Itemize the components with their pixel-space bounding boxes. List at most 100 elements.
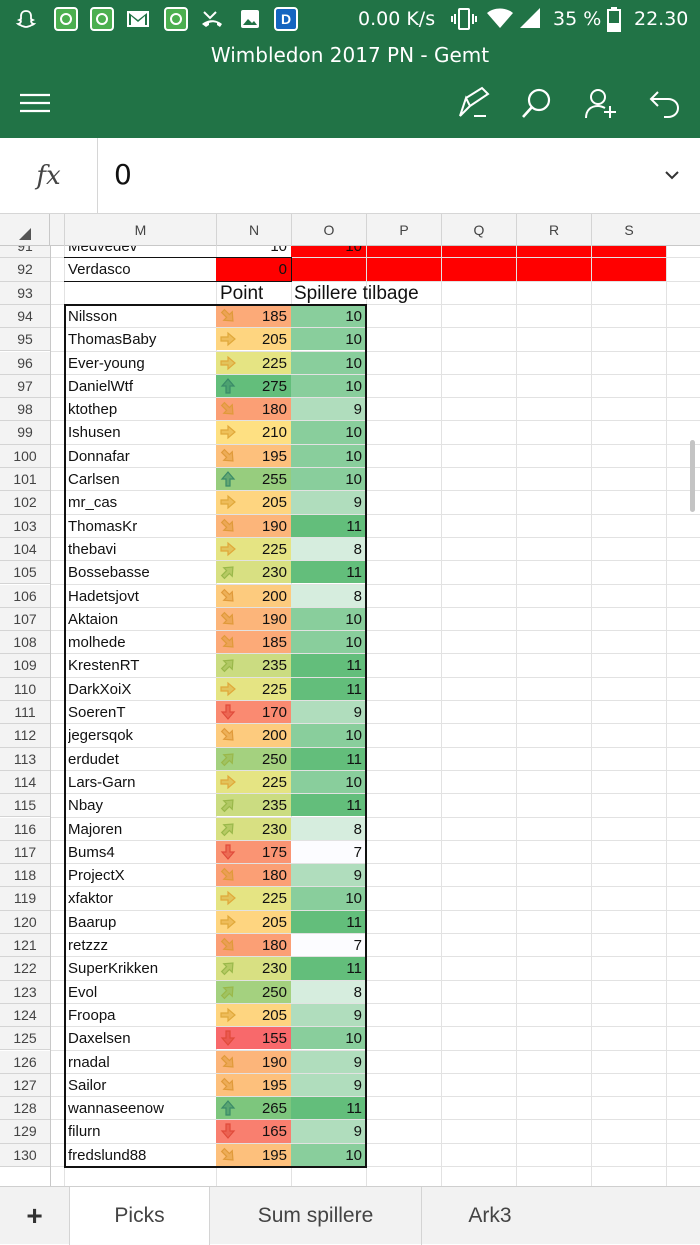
formula-input[interactable]: 0 <box>114 158 132 191</box>
vertical-scrollbar[interactable] <box>690 440 695 512</box>
players-cell[interactable]: 10 <box>345 424 362 442</box>
name-cell[interactable]: KrestenRT <box>68 657 140 675</box>
players-cell[interactable]: 10 <box>345 471 362 488</box>
players-cell[interactable]: 10 <box>345 354 362 372</box>
row-header[interactable]: 100 <box>0 444 50 468</box>
point-cell[interactable]: 205 <box>261 1006 287 1024</box>
point-cell[interactable]: 230 <box>261 820 287 838</box>
name-cell[interactable]: DarkXoiX <box>68 680 132 698</box>
point-cell[interactable]: 235 <box>261 797 287 815</box>
name-cell[interactable]: ktothep <box>68 401 118 419</box>
players-cell[interactable]: 10 <box>345 447 362 465</box>
point-cell[interactable]: 225 <box>261 540 287 558</box>
players-cell[interactable]: 11 <box>346 750 362 768</box>
players-cell[interactable]: 10 <box>345 610 362 628</box>
name-cell[interactable]: Bossebasse <box>68 564 150 582</box>
red-fill-cell[interactable] <box>291 246 666 258</box>
name-cell[interactable]: filurn <box>68 1123 101 1141</box>
players-cell[interactable]: 9 <box>353 401 362 419</box>
name-cell[interactable]: Evol <box>68 983 98 1001</box>
players-cell[interactable]: 7 <box>353 843 362 861</box>
name-cell[interactable]: Verdasco <box>68 261 131 279</box>
point-cell[interactable]: 195 <box>261 1076 287 1094</box>
select-all-corner[interactable] <box>0 214 50 246</box>
name-cell[interactable]: Baarup <box>68 913 117 931</box>
row-header[interactable]: 117 <box>0 840 50 865</box>
players-cell[interactable]: 9 <box>353 1006 362 1024</box>
point-cell[interactable]: 210 <box>261 424 287 442</box>
name-cell[interactable]: Aktaion <box>68 610 119 628</box>
name-cell[interactable]: retzzz <box>68 937 109 954</box>
players-cell[interactable]: 11 <box>346 657 362 675</box>
column-header-s[interactable]: S <box>591 214 666 246</box>
column-header-q[interactable]: Q <box>441 214 516 246</box>
players-cell[interactable]: 8 <box>353 983 362 1001</box>
row-header[interactable]: 120 <box>0 910 50 934</box>
players-cell[interactable]: 11 <box>346 1100 362 1118</box>
row-header[interactable]: 93 <box>0 281 50 305</box>
point-cell[interactable]: 195 <box>261 1146 287 1164</box>
name-cell[interactable]: xfaktor <box>68 890 114 908</box>
name-cell[interactable]: Majoren <box>68 820 123 838</box>
menu-icon[interactable] <box>18 86 52 120</box>
name-cell[interactable]: mr_cas <box>68 494 118 512</box>
row-header[interactable]: 119 <box>0 887 50 911</box>
point-cell[interactable]: 200 <box>261 727 287 745</box>
name-cell[interactable]: Ishusen <box>68 424 121 442</box>
point-cell[interactable]: 170 <box>261 704 287 721</box>
players-cell[interactable]: 10 <box>345 890 362 908</box>
point-cell[interactable]: 10 <box>270 246 287 255</box>
row-header[interactable]: 116 <box>0 817 50 841</box>
name-cell[interactable]: Carlsen <box>68 471 120 488</box>
row-header[interactable]: 103 <box>0 514 50 538</box>
name-cell[interactable]: ProjectX <box>68 867 125 885</box>
point-cell[interactable]: 255 <box>261 471 287 488</box>
row-header[interactable]: 115 <box>0 794 50 818</box>
name-cell[interactable]: DanielWtf <box>68 377 134 395</box>
row-header[interactable]: 99 <box>0 421 50 445</box>
point-cell[interactable]: 225 <box>261 354 287 372</box>
name-cell[interactable]: Froopa <box>68 1006 116 1024</box>
name-cell[interactable]: Ever-young <box>68 354 145 372</box>
players-cell[interactable]: 11 <box>346 517 362 535</box>
players-cell[interactable]: 7 <box>353 937 362 954</box>
players-cell[interactable]: 10 <box>345 727 362 745</box>
row-header[interactable]: 97 <box>0 374 50 399</box>
row-header[interactable]: 92 <box>0 258 50 282</box>
point-cell[interactable]: 180 <box>261 401 287 419</box>
name-cell[interactable]: molhede <box>68 634 126 652</box>
name-cell[interactable]: ThomasBaby <box>68 331 157 349</box>
row-header[interactable]: 95 <box>0 328 50 352</box>
name-cell[interactable]: jegersqok <box>68 727 134 745</box>
point-cell[interactable]: 0 <box>278 261 287 279</box>
sheet-tab-sum-spillere[interactable]: Sum spillere <box>210 1187 422 1245</box>
point-cell[interactable]: 205 <box>261 913 287 931</box>
name-cell[interactable]: SoerenT <box>68 704 126 721</box>
row-header[interactable]: 94 <box>0 304 50 329</box>
players-cell[interactable]: 10 <box>345 773 362 791</box>
name-cell[interactable]: erdudet <box>68 750 119 768</box>
name-cell[interactable]: Nbay <box>68 797 104 815</box>
point-cell[interactable]: 185 <box>261 307 287 325</box>
column-header-p[interactable]: P <box>366 214 441 246</box>
row-header[interactable]: 104 <box>0 537 50 562</box>
row-header[interactable]: 91 <box>0 246 50 259</box>
players-cell[interactable]: 10 <box>345 246 362 255</box>
row-header[interactable]: 114 <box>0 770 50 795</box>
edit-pen-icon[interactable] <box>456 86 490 120</box>
row-header[interactable]: 98 <box>0 398 50 422</box>
point-cell[interactable]: 230 <box>261 564 287 582</box>
point-cell[interactable]: 230 <box>261 960 287 978</box>
point-cell[interactable]: 225 <box>261 890 287 908</box>
players-cell[interactable]: 10 <box>345 634 362 652</box>
row-header[interactable]: 109 <box>0 654 50 678</box>
row-header[interactable]: 123 <box>0 980 50 1004</box>
point-cell[interactable]: 235 <box>261 657 287 675</box>
row-header[interactable]: 124 <box>0 1003 50 1028</box>
players-cell[interactable]: 9 <box>353 1053 362 1071</box>
players-cell[interactable]: 10 <box>345 307 362 325</box>
share-person-icon[interactable] <box>584 86 618 120</box>
point-cell[interactable]: 205 <box>261 331 287 349</box>
undo-icon[interactable] <box>648 86 682 120</box>
name-cell[interactable]: ThomasKr <box>68 517 138 535</box>
